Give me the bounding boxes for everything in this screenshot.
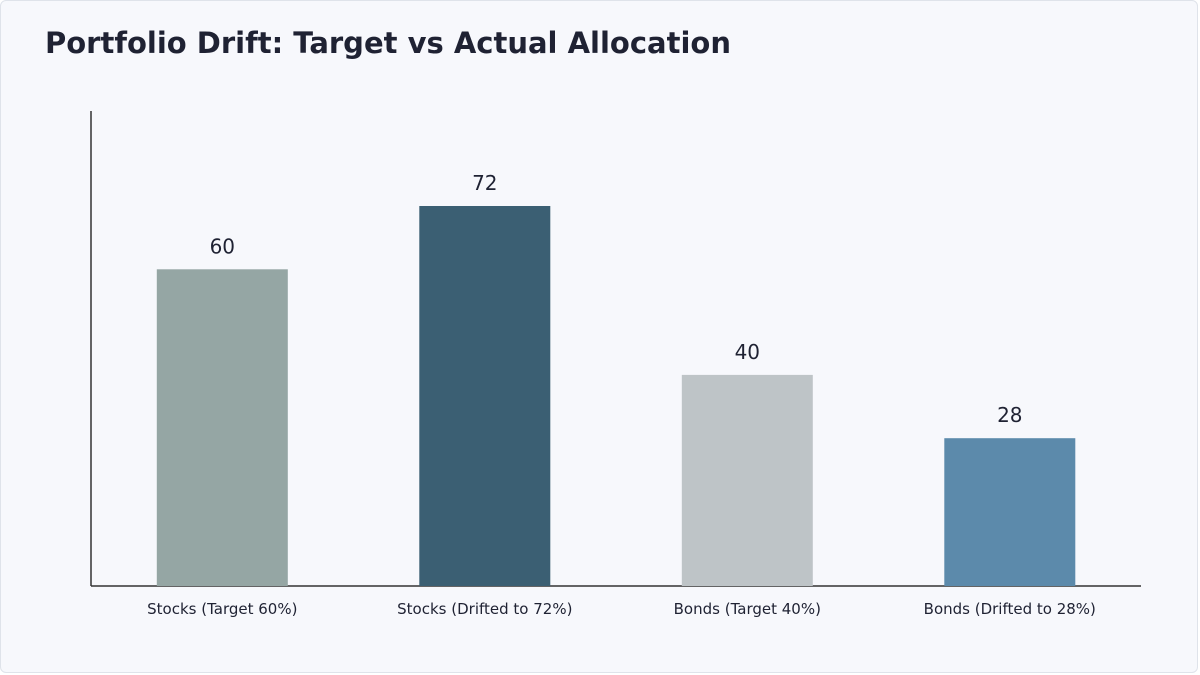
data-label-stocks-drifted-to-72: 72 — [472, 171, 497, 195]
x-tick-label-stocks-target-60: Stocks (Target 60%) — [147, 600, 297, 618]
bar-bonds-target-40 — [681, 374, 813, 586]
x-tick-label-stocks-drifted-to-72: Stocks (Drifted to 72%) — [397, 600, 572, 618]
bar-series: 60 Stocks (Target 60%) 72 Stocks (Drifted t… — [147, 171, 1096, 618]
data-label-stocks-target-60: 60 — [210, 234, 235, 258]
data-label-bonds-drifted-to-28: 28 — [997, 403, 1022, 427]
bar-stocks-drifted-to-72 — [419, 206, 551, 586]
chart-title: Portfolio Drift: Target vs Actual Alloca… — [45, 26, 731, 60]
data-label-bonds-target-40: 40 — [735, 340, 760, 364]
x-tick-label-bonds-target-40: Bonds (Target 40%) — [674, 600, 821, 618]
bar-bonds-drifted-to-28 — [944, 438, 1076, 586]
bar-stocks-target-60 — [156, 269, 288, 586]
x-tick-label-bonds-drifted-to-28: Bonds (Drifted to 28%) — [924, 600, 1096, 618]
